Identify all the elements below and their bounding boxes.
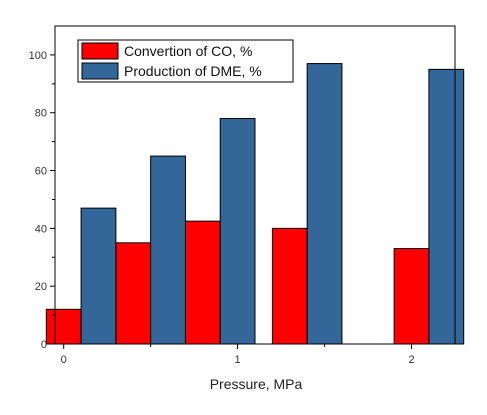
y-tick-label-3: 60 [35, 166, 47, 178]
bar-series-1-0 [80, 207, 117, 345]
x-tick-label-2: 2 [408, 354, 414, 366]
plot-frame [54, 25, 456, 345]
bar-series-1-2 [219, 118, 256, 345]
y-axis: 0 20 40 60 80 100 [29, 50, 55, 351]
y-tick-label-5: 100 [29, 50, 47, 62]
x-tick-label-0: 0 [61, 354, 67, 366]
legend-swatch-co-conversion [81, 42, 119, 60]
bar-series-0-2 [184, 220, 221, 345]
bar-series-0-1 [115, 242, 152, 345]
bar-series-1-4 [428, 68, 465, 345]
y-tick-label-0: 0 [41, 339, 47, 351]
bar-series-1-3 [306, 63, 343, 345]
bar-series-0-3 [271, 227, 308, 345]
bars-layer [45, 63, 465, 345]
bar-series-0-0 [45, 308, 82, 345]
x-tick-label-1: 1 [235, 354, 241, 366]
legend-swatch-dme-production [81, 62, 119, 80]
legend: Convertion of CO, % Production of DME, % [77, 39, 294, 83]
x-axis-title: Pressure, MPa [210, 376, 303, 392]
y-tick-label-2: 40 [35, 223, 47, 235]
x-axis: 0 1 2 [61, 344, 415, 366]
legend-label-dme-production: Production of DME, % [124, 63, 262, 79]
y-tick-label-1: 20 [35, 281, 47, 293]
legend-label-co-conversion: Convertion of CO, % [124, 43, 252, 59]
y-tick-label-4: 80 [35, 108, 47, 120]
bar-series-1-1 [150, 155, 186, 345]
bar-series-0-4 [393, 248, 430, 345]
